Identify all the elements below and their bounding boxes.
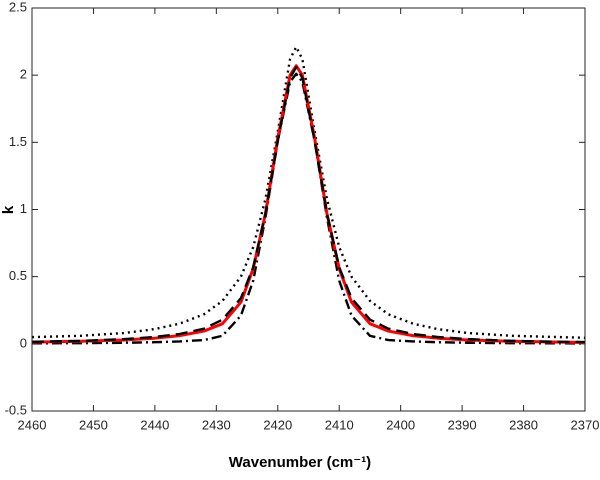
x-tick-label: 2420: [263, 417, 292, 432]
line-series: [31, 45, 586, 339]
x-tick-label: 2450: [79, 417, 108, 432]
y-tick-label: 2: [20, 67, 27, 82]
y-tick-label: 1.5: [9, 134, 27, 149]
y-tick-label: -0.5: [5, 402, 27, 417]
x-tick-label: 2370: [571, 417, 600, 432]
x-tick-label: 2430: [202, 417, 231, 432]
y-tick-label: 1: [20, 201, 27, 216]
y-tick-label: 0.5: [9, 268, 27, 283]
x-tick-label: 2390: [448, 417, 477, 432]
line-series: [31, 65, 586, 344]
x-tick-label: 2400: [386, 417, 415, 432]
line-series: [31, 72, 586, 345]
x-axis-label: Wavenumber (cm⁻¹): [229, 454, 371, 471]
y-axis-label: k: [0, 205, 17, 214]
y-tick-label: 0: [20, 335, 27, 350]
x-tick-label: 2410: [325, 417, 354, 432]
plot-frame: [31, 7, 586, 412]
line-series: [31, 64, 586, 344]
x-tick-label: 2380: [509, 417, 538, 432]
x-tick-label: 2440: [140, 417, 169, 432]
x-tick-label: 2460: [18, 417, 47, 432]
y-tick-label: 2.5: [9, 0, 27, 14]
